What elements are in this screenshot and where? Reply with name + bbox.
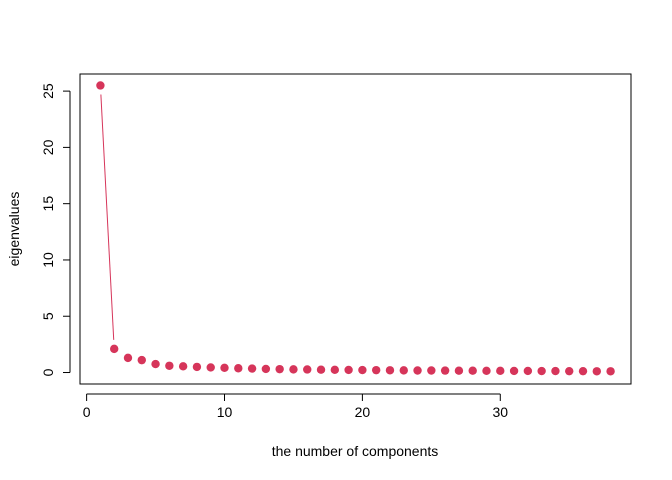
- data-point: [578, 366, 588, 376]
- x-tick-label: 20: [355, 404, 371, 420]
- x-tick-label: 30: [492, 404, 508, 420]
- x-axis: 0 10 20 30: [83, 393, 508, 420]
- y-tick-label: 10: [40, 252, 56, 268]
- data-point: [565, 366, 574, 376]
- data-point: [303, 365, 312, 374]
- data-point: [96, 81, 105, 90]
- data-point: [454, 366, 464, 375]
- data-point: [261, 364, 271, 374]
- data-point: [151, 359, 160, 369]
- y-tick-label: 20: [40, 139, 56, 155]
- data-point: [413, 366, 422, 375]
- data-point: [330, 365, 340, 375]
- data-point: [178, 362, 188, 371]
- y-tick-label: 25: [40, 83, 56, 99]
- data-point: [109, 344, 119, 354]
- data-point: [344, 365, 353, 375]
- data-point: [234, 364, 243, 373]
- data-point: [399, 366, 408, 375]
- y-tick-label: 5: [40, 312, 56, 320]
- data-point: [123, 353, 133, 363]
- data-point: [358, 365, 367, 375]
- data-point: [165, 361, 174, 370]
- data-point: [523, 366, 533, 376]
- y-tick-label: 0: [40, 368, 56, 376]
- data-point: [440, 366, 450, 375]
- data-point: [289, 365, 298, 374]
- data-point: [385, 366, 395, 375]
- data-series: [96, 81, 615, 376]
- data-point: [496, 366, 505, 376]
- data-point: [206, 363, 215, 372]
- data-point: [220, 363, 229, 372]
- data-point: [468, 366, 477, 375]
- data-point: [427, 366, 436, 375]
- data-point: [551, 366, 560, 376]
- data-point: [482, 366, 491, 376]
- x-axis-label: the number of components: [272, 443, 439, 459]
- data-point: [316, 365, 326, 374]
- y-axis: 0 5 10 15 20 25: [40, 83, 71, 376]
- data-point: [192, 362, 202, 372]
- data-point: [509, 366, 519, 376]
- data-point: [247, 364, 257, 373]
- data-point: [592, 367, 602, 376]
- y-axis-label: eigenvalues: [6, 192, 22, 267]
- data-point: [275, 364, 284, 374]
- data-point: [606, 367, 615, 376]
- y-tick-label: 15: [40, 196, 56, 212]
- data-point: [137, 355, 146, 365]
- plot-frame: [79, 73, 632, 385]
- data-point: [371, 365, 381, 375]
- series-line: [100, 94, 115, 340]
- x-tick-label: 0: [83, 404, 91, 420]
- x-tick-label: 10: [217, 404, 233, 420]
- data-point: [537, 366, 546, 376]
